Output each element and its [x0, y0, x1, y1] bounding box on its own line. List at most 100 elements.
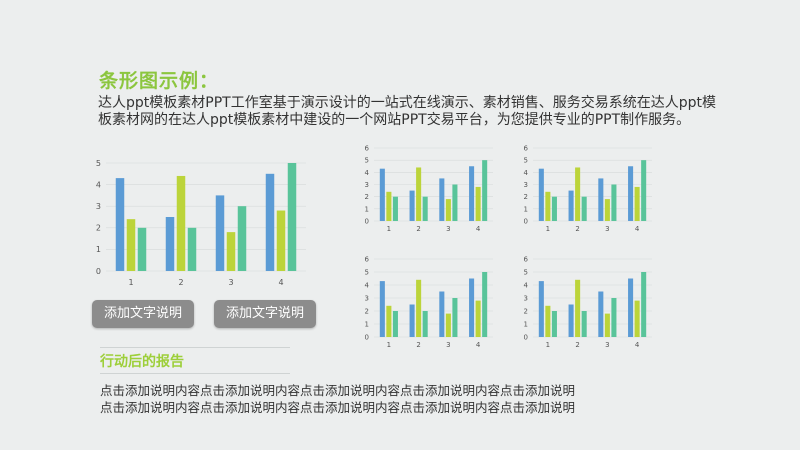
bar-series1-cat2 [409, 304, 415, 337]
bar-series2-cat1 [545, 191, 551, 221]
y-tick-label: 5 [365, 268, 369, 276]
bar-series3-cat1 [137, 227, 147, 271]
bar-series1-cat1 [115, 178, 125, 271]
y-tick-label: 6 [365, 144, 370, 152]
y-tick-label: 0 [365, 217, 369, 225]
body-text-line-1: 点击添加说明内容点击添加说明内容点击添加说明内容点击添加说明内容点击添加说明 [100, 383, 576, 398]
bar-series1-cat4 [265, 173, 275, 271]
bar-series1-cat1 [538, 168, 544, 221]
chart-svg: 0 1 2 3 4 5 6 1 2 3 4 [365, 255, 493, 349]
bar-series2-cat4 [634, 186, 640, 221]
bar-series2-cat3 [604, 199, 610, 221]
bar-series2-cat1 [126, 219, 136, 271]
y-tick-label: 0 [365, 333, 369, 341]
add-text-button-1[interactable]: 添加文字说明 [92, 300, 194, 328]
bar-chart-top-right: 0 1 2 3 4 5 6 1 2 3 4 [521, 143, 656, 233]
bar-series1-cat3 [598, 291, 604, 337]
y-tick-label: 1 [365, 205, 369, 213]
bar-series1-cat2 [165, 217, 175, 271]
bar-series3-cat4 [482, 160, 488, 221]
bar-series2-cat2 [176, 175, 186, 271]
bar-series1-cat2 [409, 190, 415, 221]
bar-series2-cat3 [604, 313, 610, 337]
bar-series2-cat2 [575, 279, 581, 337]
chart-svg: 0 1 2 3 4 5 1 2 3 4 [96, 159, 306, 287]
bar-series3-cat3 [452, 184, 458, 221]
y-tick-label: 5 [524, 157, 528, 165]
bar-series3-cat1 [551, 196, 557, 221]
y-tick-label: 6 [365, 255, 370, 263]
bar-series1-cat3 [215, 195, 225, 271]
x-tick-label: 2 [416, 225, 420, 233]
y-tick-label: 0 [524, 333, 528, 341]
slide-title: 条形图示例： [99, 70, 220, 92]
x-tick-label: 4 [476, 341, 481, 349]
y-tick-label: 5 [524, 268, 528, 276]
y-tick-label: 2 [524, 193, 528, 201]
bar-series3-cat3 [452, 298, 458, 337]
section-divider-top [100, 347, 290, 348]
bar-series2-cat1 [545, 305, 551, 337]
x-tick-label: 1 [128, 278, 133, 287]
x-tick-label: 3 [446, 225, 450, 233]
bar-series1-cat1 [379, 281, 385, 337]
y-tick-label: 4 [96, 180, 101, 189]
bar-series3-cat3 [611, 184, 617, 221]
section-heading: 行动后的报告 [100, 354, 184, 370]
x-tick-label: 2 [575, 341, 579, 349]
x-tick-label: 1 [387, 225, 391, 233]
bar-series3-cat3 [237, 206, 247, 271]
y-tick-label: 3 [365, 294, 369, 302]
y-tick-label: 4 [524, 169, 529, 177]
bar-series2-cat2 [416, 279, 422, 337]
chart-svg: 0 1 2 3 4 5 6 1 2 3 4 [524, 144, 652, 233]
bar-series3-cat2 [422, 196, 428, 221]
x-tick-label: 1 [546, 225, 550, 233]
bar-series1-cat2 [568, 190, 574, 221]
y-tick-label: 4 [365, 169, 370, 177]
bar-series3-cat2 [581, 311, 587, 337]
y-tick-label: 1 [524, 320, 528, 328]
x-tick-label: 3 [446, 341, 450, 349]
bar-series3-cat2 [187, 227, 197, 271]
x-tick-label: 2 [575, 225, 579, 233]
bar-series1-cat2 [568, 304, 574, 337]
bar-series2-cat4 [634, 300, 640, 337]
y-tick-label: 1 [365, 320, 369, 328]
bar-series1-cat4 [469, 278, 475, 337]
bar-series1-cat1 [379, 168, 385, 221]
bar-series1-cat3 [439, 291, 445, 337]
y-tick-label: 6 [524, 144, 529, 152]
bar-series2-cat4 [475, 186, 481, 221]
bar-series2-cat3 [226, 232, 236, 271]
y-tick-label: 4 [365, 281, 370, 289]
bar-series2-cat2 [416, 167, 422, 221]
bar-series1-cat1 [538, 281, 544, 337]
bar-series2-cat4 [475, 300, 481, 337]
bar-series1-cat3 [598, 178, 604, 221]
y-tick-label: 6 [524, 255, 529, 263]
x-tick-label: 4 [278, 278, 283, 287]
bar-series1-cat3 [439, 178, 445, 221]
y-tick-label: 2 [365, 307, 369, 315]
chart-svg: 0 1 2 3 4 5 6 1 2 3 4 [365, 144, 493, 233]
bar-series3-cat1 [392, 196, 398, 221]
add-text-button-2[interactable]: 添加文字说明 [214, 300, 316, 328]
x-tick-label: 4 [476, 225, 481, 233]
bar-series3-cat4 [482, 272, 488, 337]
y-tick-label: 5 [96, 159, 101, 168]
bar-series1-cat4 [469, 166, 475, 221]
y-tick-label: 4 [524, 281, 529, 289]
y-tick-label: 2 [96, 224, 101, 233]
y-tick-label: 0 [524, 217, 528, 225]
intro-paragraph: 达人ppt模板素材PPT工作室基于演示设计的一站式在线演示、素材销售、服务交易系… [98, 95, 716, 128]
y-tick-label: 2 [365, 193, 369, 201]
bar-series3-cat2 [581, 196, 587, 221]
bar-series2-cat3 [445, 313, 451, 337]
x-tick-label: 4 [635, 341, 640, 349]
x-tick-label: 1 [546, 341, 550, 349]
bar-chart-bottom-right: 0 1 2 3 4 5 6 1 2 3 4 [521, 254, 656, 349]
x-tick-label: 4 [635, 225, 640, 233]
bar-series2-cat1 [386, 305, 392, 337]
